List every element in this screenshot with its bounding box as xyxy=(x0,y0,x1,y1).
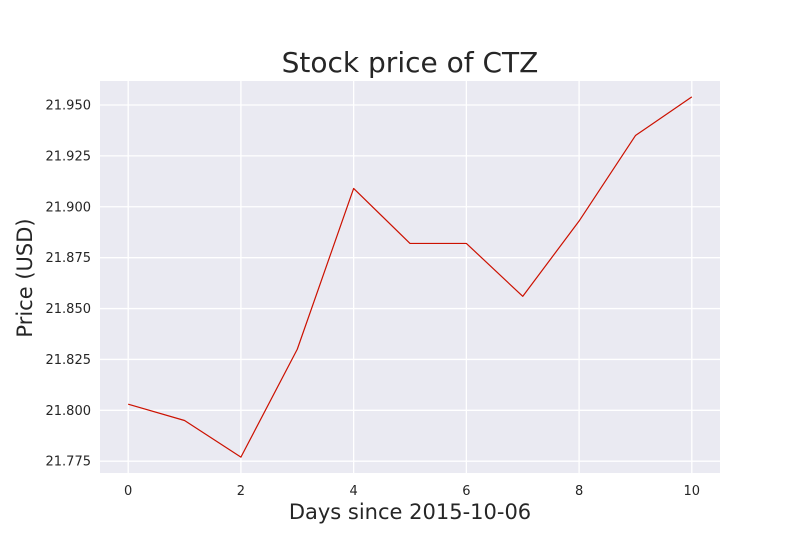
x-tick-label: 10 xyxy=(684,484,701,499)
series-line xyxy=(128,96,693,458)
y-axis-label: Price (USD) xyxy=(13,218,37,337)
x-axis-ticks: 0 2 4 6 8 10 xyxy=(124,484,700,499)
x-axis-label: Days since 2015-10-06 xyxy=(289,500,531,524)
x-tick-label: 8 xyxy=(575,484,583,499)
y-tick-label: 21.825 xyxy=(46,353,92,368)
grid xyxy=(100,81,720,473)
y-tick-label: 21.775 xyxy=(46,455,92,470)
x-tick-label: 2 xyxy=(237,484,245,499)
y-axis-ticks: 21.775 21.800 21.825 21.850 21.875 21.900 21.9… xyxy=(46,99,92,470)
y-tick-label: 21.900 xyxy=(46,200,92,215)
y-tick-label: 21.800 xyxy=(46,404,92,419)
x-tick-label: 4 xyxy=(349,484,357,499)
series-layer xyxy=(128,96,693,458)
y-tick-label: 21.875 xyxy=(46,251,92,266)
y-tick-label: 21.950 xyxy=(46,99,92,114)
y-tick-label: 21.925 xyxy=(46,149,92,164)
y-tick-label: 21.850 xyxy=(46,302,92,317)
plot-area xyxy=(100,81,720,473)
x-tick-label: 6 xyxy=(462,484,470,499)
x-tick-label: 0 xyxy=(124,484,132,499)
chart-title: Stock price of CTZ xyxy=(282,46,539,79)
